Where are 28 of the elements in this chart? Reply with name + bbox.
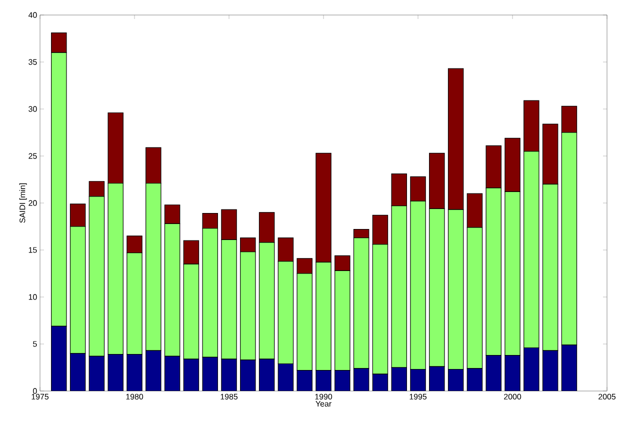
bar [353, 368, 370, 391]
bar [240, 360, 256, 391]
bar [391, 367, 407, 391]
bar [126, 354, 142, 391]
bar [164, 356, 180, 391]
bar [146, 350, 162, 391]
bar [504, 354, 520, 391]
bar [296, 370, 312, 391]
bar [70, 353, 86, 391]
bar [51, 326, 67, 391]
bar [108, 354, 124, 391]
bar [524, 347, 540, 391]
bar [183, 358, 200, 391]
bar [316, 370, 332, 391]
bar [466, 368, 483, 391]
bar [429, 366, 445, 391]
bar [202, 356, 218, 391]
bar [278, 363, 294, 391]
bar [258, 358, 275, 391]
bar [88, 356, 105, 391]
bar [334, 370, 350, 391]
bar [486, 354, 502, 391]
bar [372, 374, 388, 391]
bar [448, 369, 464, 391]
bar [542, 350, 558, 391]
bar [561, 344, 578, 391]
bar [410, 369, 426, 391]
bar [221, 358, 237, 391]
